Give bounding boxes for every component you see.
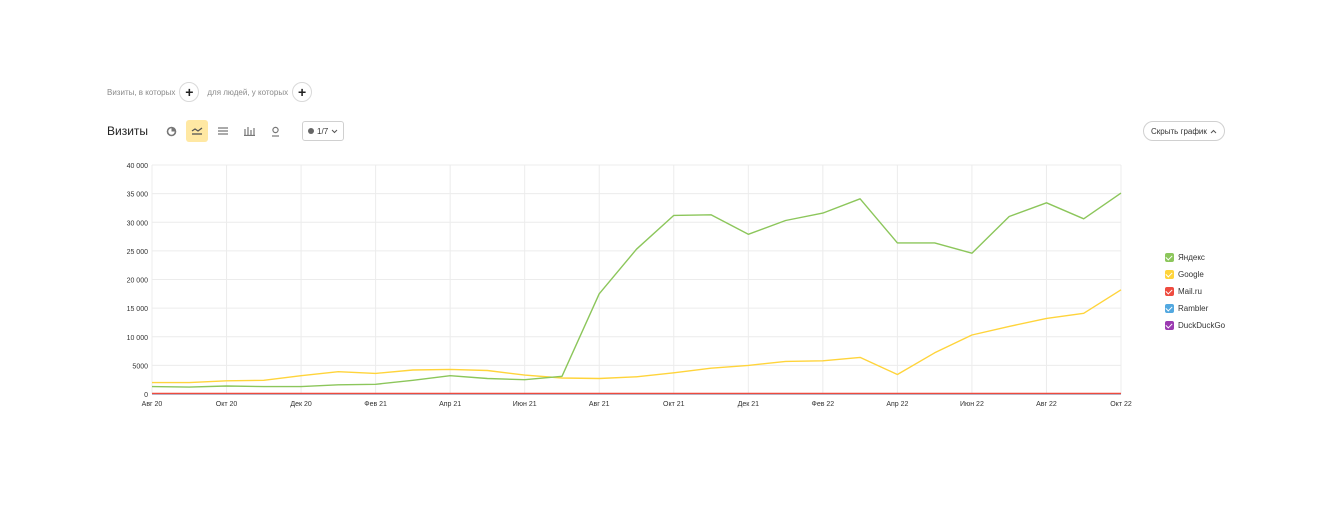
y-tick-label: 30 000 [127, 220, 149, 227]
x-tick-label: Июн 22 [960, 401, 984, 408]
x-tick-label: Апр 22 [886, 401, 908, 408]
legend-checkbox[interactable] [1165, 270, 1174, 279]
chevron-down-icon [331, 129, 338, 133]
segment-builder: Визиты, в которых + для людей, у которых… [107, 82, 316, 102]
x-tick-label: Окт 21 [663, 401, 685, 408]
x-tick-label: Авг 22 [1036, 401, 1057, 408]
bar-chart-icon[interactable] [238, 120, 260, 142]
chart-toolbar: Визиты 1/7 [107, 120, 345, 142]
y-tick-label: 20 000 [127, 278, 149, 285]
x-tick-label: Окт 20 [216, 401, 238, 408]
legend-item[interactable]: Rambler [1165, 300, 1225, 317]
legend-item[interactable]: Google [1165, 266, 1225, 283]
legend-label: Rambler [1178, 304, 1209, 313]
legend-item[interactable]: DuckDuckGo [1165, 317, 1225, 334]
legend-checkbox[interactable] [1165, 304, 1174, 313]
x-tick-label: Дек 20 [290, 401, 312, 408]
legend-label: Mail.ru [1178, 287, 1203, 296]
legend-item[interactable]: Яндекс [1165, 249, 1225, 266]
hide-chart-button[interactable]: Скрыть график [1143, 121, 1225, 141]
x-tick-label: Июн 21 [513, 401, 537, 408]
series-line-google [152, 289, 1122, 384]
add-visits-condition-button[interactable]: + [179, 82, 200, 102]
legend-checkbox[interactable] [1165, 287, 1174, 296]
legend-item[interactable]: Mail.ru [1165, 283, 1225, 300]
chart-legend: Яндекс Google Mail.ru Rambler DuckDuckGo [1165, 249, 1225, 334]
series-count: 1/7 [317, 126, 329, 136]
chevron-up-icon [1210, 129, 1217, 133]
pie-chart-icon[interactable] [160, 120, 182, 142]
y-tick-label: 40 000 [127, 163, 149, 170]
x-tick-label: Апр 21 [439, 401, 461, 408]
x-tick-label: Окт 22 [1110, 401, 1132, 408]
y-tick-label: 25 000 [127, 249, 149, 256]
legend-label: DuckDuckGo [1178, 321, 1226, 330]
line-chart-icon[interactable] [186, 120, 209, 142]
legend-label: Google [1178, 270, 1204, 279]
x-tick-label: Фев 21 [364, 401, 387, 408]
y-tick-label: 15 000 [127, 306, 149, 313]
series-dot-icon [308, 128, 315, 134]
y-tick-label: 5000 [132, 363, 148, 370]
x-tick-label: Дек 21 [738, 401, 760, 408]
y-tick-label: 35 000 [127, 192, 149, 199]
x-tick-label: Фев 22 [812, 401, 835, 408]
legend-checkbox[interactable] [1165, 321, 1174, 330]
x-tick-label: Авг 21 [589, 401, 610, 408]
series-selector[interactable]: 1/7 [302, 121, 345, 141]
legend-checkbox[interactable] [1165, 253, 1174, 262]
area-chart-icon[interactable] [212, 120, 234, 142]
hide-chart-label: Скрыть график [1151, 126, 1207, 136]
y-tick-label: 10 000 [127, 335, 149, 342]
legend-label: Яндекс [1178, 253, 1205, 262]
add-people-condition-button[interactable]: + [292, 82, 313, 102]
x-tick-label: Авг 20 [142, 401, 163, 408]
people-condition-label: для людей, у которых [207, 87, 289, 97]
metric-title: Визиты [107, 124, 149, 138]
visits-condition-label: Визиты, в которых [107, 87, 176, 97]
map-icon[interactable] [264, 120, 286, 142]
y-tick-label: 0 [144, 392, 148, 399]
series-line-яндекс [151, 192, 1122, 388]
